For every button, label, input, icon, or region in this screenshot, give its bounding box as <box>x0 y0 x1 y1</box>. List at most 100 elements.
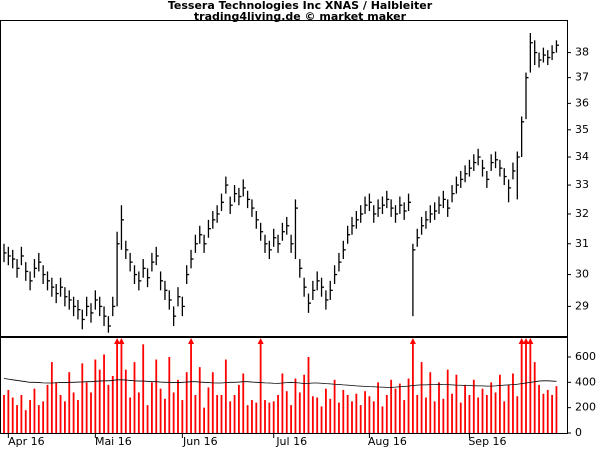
y-tick-label: 36 <box>575 96 589 109</box>
volume-bar <box>220 395 223 433</box>
volume-bar <box>272 401 275 433</box>
volume-bar <box>298 392 301 433</box>
volume-bar <box>151 382 153 433</box>
volume-bar <box>24 410 27 433</box>
volume-bar <box>72 392 75 433</box>
volume-bar <box>16 405 18 433</box>
volume-bar <box>307 357 310 433</box>
y-tick-label: 0 <box>575 426 582 439</box>
volume-bar <box>155 359 158 433</box>
volume-bar <box>398 383 401 433</box>
volume-bar <box>364 391 366 433</box>
volume-bar <box>3 395 5 433</box>
volume-bar <box>425 397 427 433</box>
volume-bar <box>311 396 314 433</box>
volume-bar <box>429 372 432 433</box>
volume-bar <box>316 397 319 433</box>
volume-bar <box>303 374 306 433</box>
y-tick-label: 32 <box>575 207 589 220</box>
y-tick-label: 37 <box>575 71 589 84</box>
volume-bar <box>464 384 466 433</box>
volume-bar <box>407 378 410 433</box>
volume-bar <box>181 400 184 433</box>
volume-bar <box>164 398 166 433</box>
volume-bar <box>42 401 45 433</box>
volume-bar <box>264 400 266 433</box>
volume-bar <box>446 369 449 433</box>
volume-bar <box>533 362 536 433</box>
volume-bar <box>142 344 145 433</box>
y-tick-label: 30 <box>575 268 589 281</box>
volume-bar <box>325 388 327 433</box>
volume-bar <box>120 342 123 433</box>
volume-bar <box>338 402 340 433</box>
volume-bar <box>481 388 484 433</box>
volume-bar <box>159 388 162 433</box>
volume-bar <box>368 396 371 433</box>
volume-bar <box>77 400 79 433</box>
x-tick-label: Sep 16 <box>468 435 506 448</box>
overflow-arrow <box>518 338 525 344</box>
volume-bar <box>68 372 71 433</box>
volume-bar <box>133 362 136 433</box>
y-tick-label: 35 <box>575 123 589 136</box>
volume-bar <box>211 372 214 433</box>
volume-bar <box>64 401 66 433</box>
y-tick-label: 38 <box>575 46 589 59</box>
volume-bar <box>277 395 279 433</box>
volume-bar <box>490 382 493 433</box>
volume-bar <box>290 405 292 433</box>
volume-bar <box>281 373 284 433</box>
volume-bar <box>516 396 519 433</box>
y-tick-label: 200 <box>575 401 596 414</box>
overflow-arrow <box>257 338 264 344</box>
volume-bar <box>390 379 393 433</box>
y-tick-label: 31 <box>575 237 589 250</box>
volume-bar <box>442 398 445 433</box>
volume-bar <box>477 397 480 433</box>
volume-bar <box>29 400 31 433</box>
volume-bar <box>50 362 53 433</box>
volume-bar <box>98 369 101 433</box>
y-tick-label: 33 <box>575 178 589 191</box>
y-tick-label: 400 <box>575 375 596 388</box>
volume-bar <box>485 395 488 433</box>
volume-bar <box>329 398 332 433</box>
volume-bar <box>111 376 114 433</box>
volume-bar <box>459 402 462 433</box>
volume-bar <box>168 357 171 433</box>
volume-bar <box>555 386 558 433</box>
volume-bar <box>185 372 188 433</box>
volume-bar <box>33 388 36 433</box>
price-panel <box>0 20 568 337</box>
volume-bar <box>146 405 149 433</box>
volume-bar <box>529 342 532 433</box>
volume-bar <box>342 389 345 433</box>
volume-bar <box>420 362 423 433</box>
volume-bar <box>355 393 358 433</box>
volume-bar <box>520 342 523 433</box>
volume-bar <box>359 405 362 433</box>
volume-bar <box>116 342 118 433</box>
moving-average <box>3 378 557 388</box>
volume-bar <box>233 395 236 433</box>
volume-bar <box>194 395 197 433</box>
volume-bar <box>494 392 497 433</box>
volume-bar <box>551 395 553 433</box>
overflow-arrow <box>523 338 529 344</box>
volume-bar <box>59 395 62 433</box>
volume-bar <box>207 387 210 433</box>
volume-bar <box>242 373 245 433</box>
volume-bar <box>124 369 127 433</box>
volume-panel <box>0 337 568 434</box>
volume-bar <box>455 374 458 433</box>
volume-bar <box>468 395 471 433</box>
volume-bar <box>229 401 232 433</box>
volume-bar <box>416 395 419 433</box>
volume-bar <box>246 405 249 433</box>
overflow-arrow <box>114 338 121 344</box>
volume-bar <box>546 389 549 433</box>
volume-bar <box>172 392 175 433</box>
volume-bar <box>190 342 192 433</box>
